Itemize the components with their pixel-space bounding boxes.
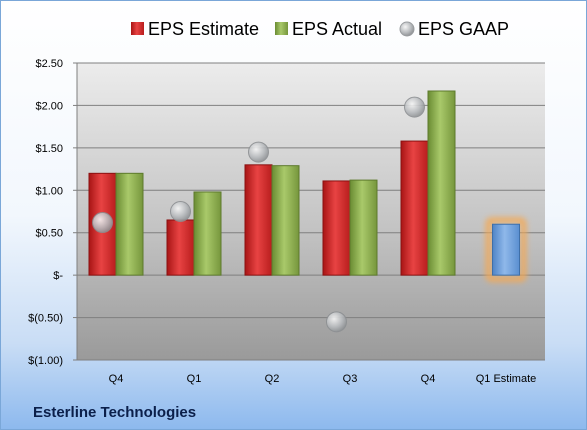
bar-eps-actual [427,90,456,276]
legend-swatch-eps-actual [275,22,288,35]
y-tick-label: $- [53,270,63,282]
bar-q1-estimate [492,223,520,276]
point-eps-gaap [248,141,269,163]
point-eps-gaap [170,201,191,222]
y-tick-label: $1.00 [35,185,63,197]
bar-eps-actual [349,179,378,276]
plot-area [77,63,545,360]
bar-eps-estimate [400,140,429,276]
y-tick-label: $(0.50) [28,313,63,325]
x-tick-label: Q4 [421,373,436,385]
y-axis: $2.50 $2.00 $1.50 $1.00 $0.50 $- $(0.50) $(1.00… [28,58,78,367]
y-tick-label: $(1.00) [28,355,63,367]
point-eps-gaap [326,311,347,333]
gridlines [77,62,545,361]
legend-swatch-eps-gaap [399,21,415,37]
legend-item-eps-estimate: EPS Estimate [131,19,259,39]
legend-item-eps-gaap: EPS GAAP [399,19,509,39]
point-eps-gaap [92,212,113,234]
bar-eps-actual [115,172,144,276]
y-tick-label: $1.50 [35,143,63,155]
legend-label-eps-actual: EPS Actual [292,19,382,39]
y-tick-label: $0.50 [35,228,63,240]
bar-eps-estimate [166,219,195,276]
company-name: Esterline Technologies [33,404,196,421]
x-tick-label: Q1 Estimate [476,373,537,385]
gaap-points [92,96,425,333]
bar-eps-estimate [322,180,351,276]
bar-eps-actual [271,165,300,276]
x-tick-label: Q4 [109,373,124,385]
estimate-bar-glow [485,217,527,283]
legend-swatch-eps-estimate [131,22,144,35]
x-tick-label: Q1 [187,373,202,385]
bar-eps-estimate [244,164,273,276]
x-axis: Q4 Q1 Q2 Q3 Q4 Q1 Estimate [109,373,537,385]
x-tick-label: Q3 [343,373,358,385]
legend: EPS Estimate EPS Actual EPS GAAP [131,19,509,39]
legend-label-eps-gaap: EPS GAAP [418,19,509,39]
point-eps-gaap [404,96,425,118]
y-tick-label: $2.50 [35,58,63,70]
legend-item-eps-actual: EPS Actual [275,19,382,39]
x-tick-label: Q2 [265,373,280,385]
y-tick-label: $2.00 [35,100,63,112]
legend-label-eps-estimate: EPS Estimate [148,19,259,39]
bar-eps-actual [193,191,222,276]
